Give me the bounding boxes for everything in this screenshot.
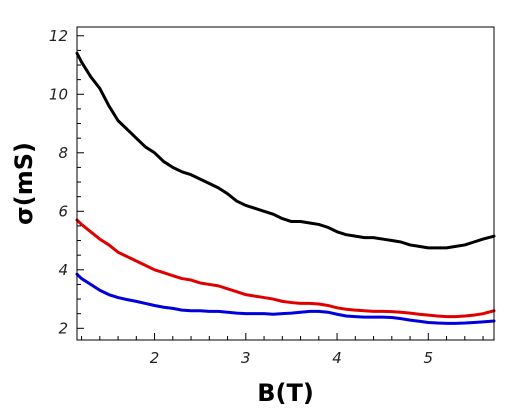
plot-frame <box>76 26 495 341</box>
y-tick-label: 12 <box>49 27 68 45</box>
series-line-2 <box>75 218 496 319</box>
series-line-1 <box>75 51 496 250</box>
x-axis-label: B(T) <box>257 379 314 407</box>
x-tick-label: 4 <box>332 349 342 367</box>
y-tick-label: 8 <box>58 144 68 162</box>
y-axis-label: σ(mS) <box>10 142 38 225</box>
series-line-3 <box>75 272 496 325</box>
y-tick-label: 2 <box>58 319 68 337</box>
tick-label-layer: 2 4 6 8 10 12 2 3 4 5 <box>49 27 433 367</box>
x-tick-label: 2 <box>150 349 160 367</box>
tick-layer <box>77 35 484 340</box>
y-tick-label: 4 <box>58 261 68 279</box>
x-tick-label: 3 <box>241 349 251 367</box>
y-tick-label: 6 <box>58 202 68 220</box>
x-tick-label: 5 <box>424 349 434 367</box>
y-tick-label: 10 <box>49 85 68 103</box>
series-layer <box>75 51 496 325</box>
